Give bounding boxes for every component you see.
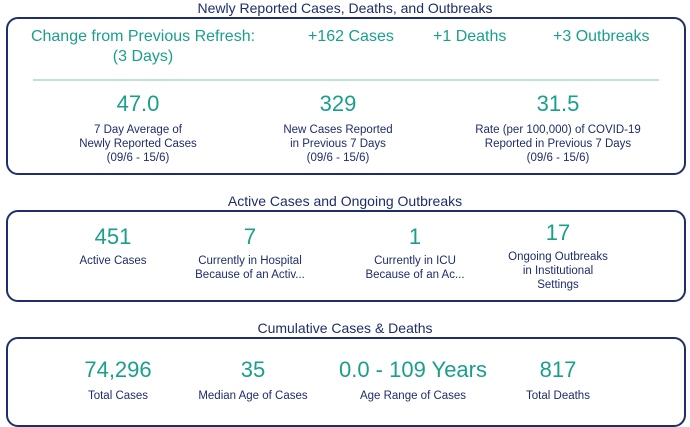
metric-value: 35: [240, 357, 266, 382]
metric-age-range: 0.0 - 109 Years Age Range of Cases: [333, 357, 493, 403]
metric-label: Newly Reported Cases: [79, 138, 197, 150]
change-outbreaks: +3 Outbreaks: [553, 28, 650, 45]
metric-date-range: (09/6 - 15/6): [526, 152, 590, 164]
metric-label: Because of an Activ...: [195, 269, 305, 281]
newly-reported-card: Change from Previous Refresh: (3 Days) +…: [6, 17, 686, 175]
metric-value: 7: [243, 224, 257, 249]
change-deaths: +1 Deaths: [433, 28, 507, 45]
metric-label: Currently in ICU: [374, 255, 456, 267]
metric-new-cases-7days: 329 New Cases Reported in Previous 7 Day…: [238, 91, 438, 165]
metric-label: Because of an Ac...: [365, 269, 465, 281]
metric-value: 451: [94, 224, 132, 249]
metric-label: Active Cases: [79, 255, 147, 267]
metric-value: 817: [539, 357, 577, 382]
change-cases: +162 Cases: [308, 28, 394, 45]
metric-label: in Previous 7 Days: [290, 138, 386, 150]
metric-value: 1: [408, 224, 422, 249]
metric-label: 7 Day Average of: [93, 124, 182, 136]
metric-label: Settings: [537, 279, 579, 291]
change-from-previous-label: Change from Previous Refresh: (3 Days): [18, 27, 268, 67]
metric-active-cases: 451 Active Cases: [58, 224, 168, 268]
metric-label: Total Cases: [87, 390, 149, 402]
metric-label: Age Range of Cases: [359, 390, 467, 402]
metric-label: Currently in Hospital: [198, 255, 302, 267]
metric-value: 0.0 - 109 Years: [338, 357, 487, 382]
metric-value: 31.5: [536, 91, 580, 116]
metric-value: 17: [545, 220, 571, 245]
metric-label: Median Age of Cases: [198, 390, 308, 402]
change-label-line2: (3 Days): [112, 48, 174, 65]
change-label-line1: Change from Previous Refresh:: [30, 28, 256, 45]
metric-median-age: 35 Median Age of Cases: [183, 357, 323, 403]
active-cases-card: 451 Active Cases 7 Currently in Hospital…: [6, 210, 686, 302]
section-divider: [33, 79, 659, 81]
metric-value: 74,296: [84, 357, 152, 382]
metric-label: Rate (per 100,000) of COVID-19: [475, 124, 641, 136]
active-cases-title: Active Cases and Ongoing Outbreaks: [227, 193, 463, 209]
metric-hospital: 7 Currently in Hospital Because of an Ac…: [180, 224, 320, 282]
metric-total-deaths: 817 Total Deaths: [503, 357, 613, 403]
metric-label: in Institutional: [522, 265, 594, 277]
cumulative-card: 74,296 Total Cases 35 Median Age of Case…: [6, 337, 686, 427]
metric-ongoing-outbreaks: 17 Ongoing Outbreaks in Institutional Se…: [493, 220, 623, 292]
metric-value: 47.0: [116, 91, 160, 116]
metric-7day-average: 47.0 7 Day Average of Newly Reported Cas…: [38, 91, 238, 165]
metric-label: New Cases Reported: [283, 124, 393, 136]
metric-label: Reported in Previous 7 Days: [484, 138, 632, 150]
metric-total-cases: 74,296 Total Cases: [58, 357, 178, 403]
metric-label: Total Deaths: [526, 390, 590, 402]
metric-label: Ongoing Outbreaks: [508, 251, 608, 263]
metric-rate-per-100k: 31.5 Rate (per 100,000) of COVID-19 Repo…: [448, 91, 668, 165]
newly-reported-title: Newly Reported Cases, Deaths, and Outbre…: [197, 0, 493, 16]
metric-value: 329: [319, 91, 357, 116]
metric-icu: 1 Currently in ICU Because of an Ac...: [350, 224, 480, 282]
metric-date-range: (09/6 - 15/6): [106, 152, 170, 164]
cumulative-title: Cumulative Cases & Deaths: [257, 320, 433, 336]
metric-date-range: (09/6 - 15/6): [306, 152, 370, 164]
